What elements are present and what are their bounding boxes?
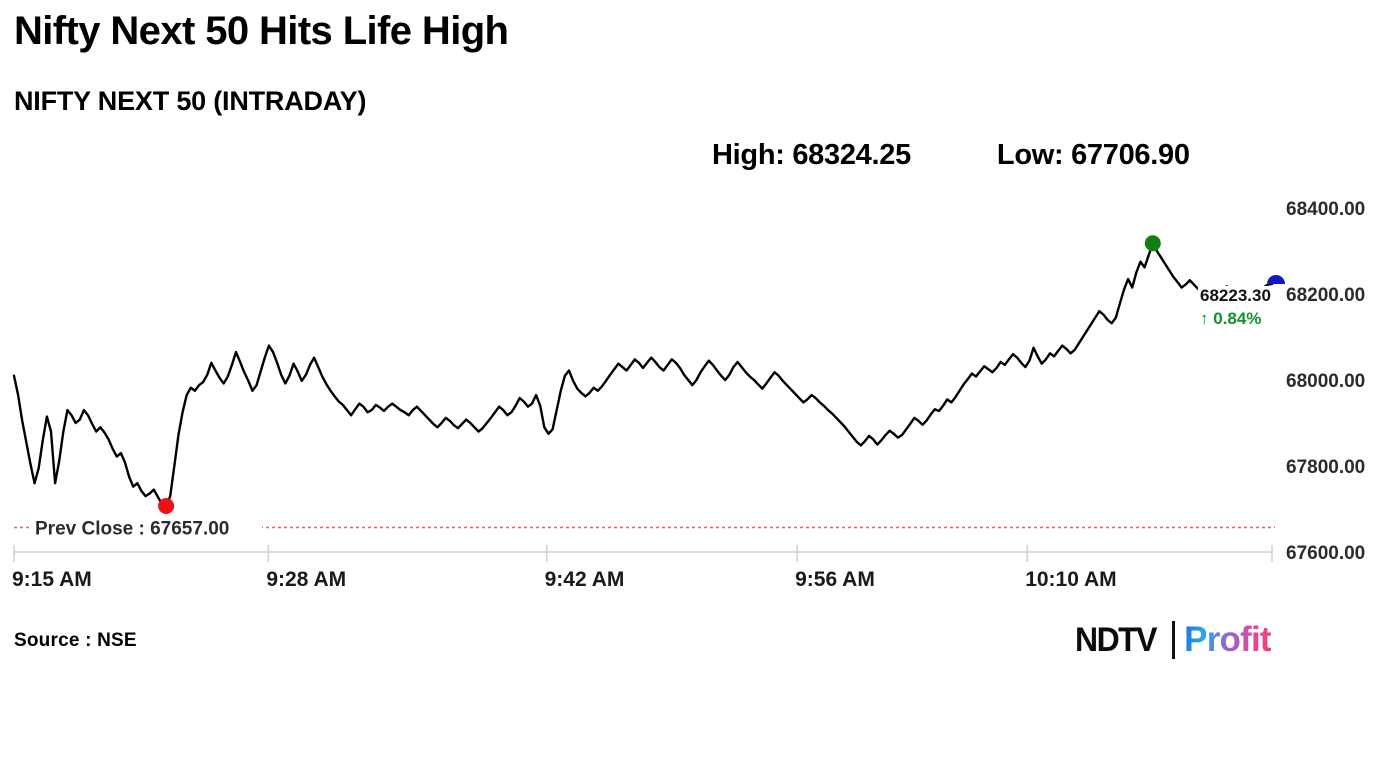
prev-close-label: Prev Close : 67657.00 bbox=[35, 518, 229, 539]
logo-divider bbox=[1172, 621, 1176, 659]
x-axis-tick: 9:42 AM bbox=[545, 568, 625, 590]
last-price-label: 68223.30 bbox=[1200, 286, 1271, 305]
y-axis-tick: 68200.00 bbox=[1286, 285, 1365, 306]
price-line bbox=[12, 242, 1274, 508]
y-axis-tick: 68000.00 bbox=[1286, 371, 1365, 392]
y-axis-tick: 67800.00 bbox=[1286, 457, 1365, 478]
x-axis-tick: 9:56 AM bbox=[795, 568, 875, 590]
x-axis-tick: 10:10 AM bbox=[1025, 568, 1116, 590]
intraday-chart: 68400.00 68200.00 68000.00 67800.00 67600.00… bbox=[0, 190, 1382, 590]
chart-subtitle: NIFTY NEXT 50 (INTRADAY) bbox=[14, 86, 367, 116]
chart-svg: 68400.00 68200.00 68000.00 67800.00 67600.00… bbox=[12, 199, 1365, 590]
source-label: Source : NSE bbox=[14, 630, 137, 651]
session-low-marker bbox=[158, 497, 175, 514]
high-stat: High: 68324.25 bbox=[712, 138, 911, 171]
x-axis-tick: 9:28 AM bbox=[266, 568, 346, 590]
last-price-marker bbox=[1267, 274, 1285, 284]
y-axis-tick: 67600.00 bbox=[1286, 543, 1365, 564]
price-change-label: ↑ 0.84% bbox=[1200, 309, 1261, 328]
page-headline: Nifty Next 50 Hits Life High bbox=[14, 9, 509, 53]
high-low-stats: High: 68324.25 Low: 67706.90 bbox=[712, 136, 1312, 174]
x-axis-tick: 9:15 AM bbox=[12, 568, 92, 590]
profit-wordmark: Profit bbox=[1184, 620, 1271, 659]
session-high-marker bbox=[1144, 235, 1161, 252]
ndtv-wordmark: NDTV bbox=[1075, 620, 1157, 659]
y-axis-tick-labels: 68400.00 68200.00 68000.00 67800.00 67600.00 bbox=[1286, 199, 1365, 564]
low-stat: Low: 67706.90 bbox=[996, 138, 1190, 171]
prev-close-label-backdrop bbox=[30, 515, 262, 540]
ndtv-profit-logo: NDTV Profit bbox=[1075, 618, 1272, 662]
x-axis-tick-labels: 9:15 AM 9:28 AM 9:42 AM 9:56 AM 10:10 AM bbox=[12, 545, 1273, 590]
y-axis-tick: 68400.00 bbox=[1286, 199, 1365, 220]
last-price-label-backdrop bbox=[1198, 285, 1284, 306]
